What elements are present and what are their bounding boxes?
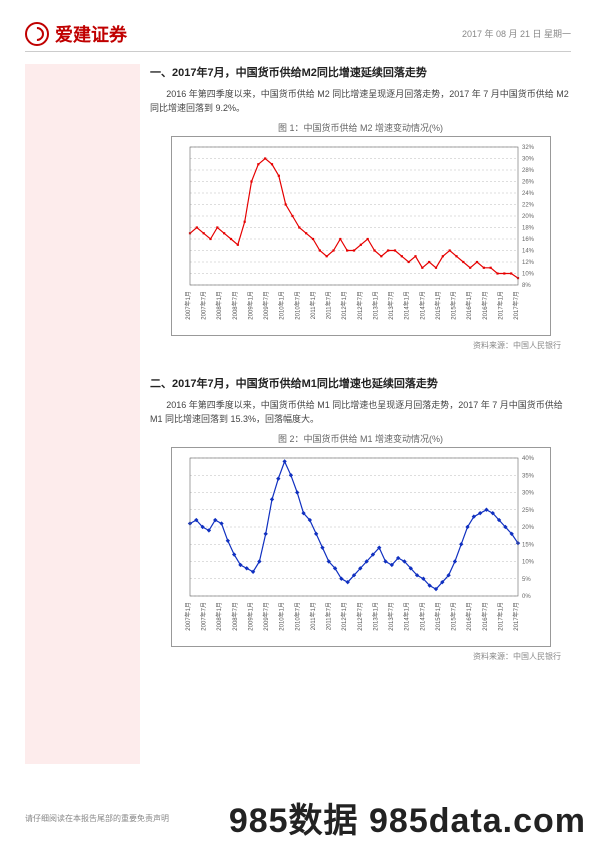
brand-logo: 爱建证券 [25,21,127,47]
svg-text:0%: 0% [522,594,531,600]
svg-text:10%: 10% [522,272,535,278]
svg-text:2010年1月: 2010年1月 [277,602,285,631]
svg-text:32%: 32% [522,145,535,151]
svg-text:15%: 15% [522,542,535,548]
svg-text:2010年7月: 2010年7月 [293,291,301,320]
svg-text:2009年7月: 2009年7月 [262,291,270,320]
svg-text:2016年1月: 2016年1月 [465,291,473,320]
svg-text:2012年1月: 2012年1月 [340,291,348,320]
svg-text:24%: 24% [522,191,535,197]
section-1: 一、2017年7月，中国货币供给M2同比增速延续回落走势 2016 年第四季度以… [150,64,571,351]
svg-text:2011年1月: 2011年1月 [308,602,316,630]
section-1-body: 2016 年第四季度以来，中国货币供给 M2 同比增速呈现逐月回落走势，2017… [150,88,571,115]
chart-m1: 0% 5% 10% 15% 20% 25% 30% 35% 40% 2007年1月 2007年7月 2… [171,447,551,647]
main-content: 一、2017年7月，中国货币供给M2同比增速延续回落走势 2016 年第四季度以… [150,64,571,686]
svg-text:2012年1月: 2012年1月 [340,602,348,631]
svg-text:2014年1月: 2014年1月 [402,602,410,631]
svg-text:30%: 30% [522,491,535,497]
chart-m2-svg: 8% 10% 12% 14% 16% 18% 20% 22% 24% 26% 28% 30% 32% 20… [172,137,552,337]
svg-text:2011年7月: 2011年7月 [324,602,332,630]
svg-text:12%: 12% [522,260,535,266]
svg-text:25%: 25% [522,508,535,514]
chart-m1-svg: 0% 5% 10% 15% 20% 25% 30% 35% 40% 2007年1月 2007年7月 2… [172,448,552,648]
svg-text:2015年1月: 2015年1月 [433,602,441,631]
svg-text:2015年1月: 2015年1月 [433,291,441,320]
svg-text:2007年7月: 2007年7月 [199,291,207,320]
chart-m2: 8% 10% 12% 14% 16% 18% 20% 22% 24% 26% 28% 30% 32% 20… [171,136,551,336]
section-2: 二、2017年7月，中国货币供给M1同比增速也延续回落走势 2016 年第四季度… [150,375,571,662]
svg-text:2011年7月: 2011年7月 [324,291,332,319]
figure-2-title: 图 2：中国货币供给 M1 增速变动情况(%) [150,432,571,445]
footer-disclaimer: 请仔细阅读在本报告尾部的重要免责声明 [25,813,169,824]
page-header: 爱建证券 2017 年 08 月 21 日 星期一 [25,20,571,52]
brand-name: 爱建证券 [55,21,127,47]
svg-text:2013年1月: 2013年1月 [371,291,379,320]
svg-text:2017年1月: 2017年1月 [496,602,504,631]
svg-text:20%: 20% [522,525,535,531]
svg-text:2013年7月: 2013年7月 [387,602,395,631]
svg-text:26%: 26% [522,180,535,186]
svg-text:20%: 20% [522,214,535,220]
svg-text:2008年7月: 2008年7月 [230,602,238,631]
svg-text:22%: 22% [522,203,535,209]
svg-text:16%: 16% [522,237,535,243]
svg-text:2017年7月: 2017年7月 [512,602,520,631]
svg-text:30%: 30% [522,157,535,163]
left-sidebar-strip [25,64,140,764]
svg-text:2015年7月: 2015年7月 [449,291,457,320]
svg-text:2010年7月: 2010年7月 [293,602,301,631]
figure-2-source: 资料来源：中国人民银行 [150,651,571,662]
svg-text:2009年7月: 2009年7月 [262,602,270,631]
svg-text:10%: 10% [522,560,535,566]
svg-text:2012年7月: 2012年7月 [355,291,363,320]
section-2-body: 2016 年第四季度以来，中国货币供给 M1 同比增速也呈现逐月回落走势，201… [150,399,571,426]
svg-text:2012年7月: 2012年7月 [355,602,363,631]
svg-text:28%: 28% [522,168,535,174]
svg-text:2010年1月: 2010年1月 [277,291,285,320]
svg-text:2016年7月: 2016年7月 [480,602,488,631]
svg-text:35%: 35% [522,473,535,479]
svg-text:2009年1月: 2009年1月 [246,602,254,631]
svg-text:2008年1月: 2008年1月 [215,291,223,320]
svg-text:2014年1月: 2014年1月 [402,291,410,320]
figure-1-source: 资料来源：中国人民银行 [150,340,571,351]
svg-text:2013年7月: 2013年7月 [387,291,395,320]
svg-text:2015年7月: 2015年7月 [449,602,457,631]
svg-text:40%: 40% [522,456,535,462]
svg-text:2008年1月: 2008年1月 [215,602,223,631]
svg-text:2016年7月: 2016年7月 [480,291,488,320]
svg-text:8%: 8% [522,283,531,289]
svg-text:2007年1月: 2007年1月 [184,602,192,631]
section-1-title: 一、2017年7月，中国货币供给M2同比增速延续回落走势 [150,64,571,80]
svg-text:2007年1月: 2007年1月 [184,291,192,320]
figure-1-title: 图 1：中国货币供给 M2 增速变动情况(%) [150,121,571,134]
svg-text:2017年1月: 2017年1月 [496,291,504,320]
logo-icon [25,22,49,46]
svg-text:2013年1月: 2013年1月 [371,602,379,631]
svg-text:2008年7月: 2008年7月 [230,291,238,320]
svg-text:2016年1月: 2016年1月 [465,602,473,631]
svg-text:2014年7月: 2014年7月 [418,291,426,320]
svg-text:14%: 14% [522,249,535,255]
svg-text:5%: 5% [522,577,531,583]
svg-text:2017年7月: 2017年7月 [512,291,520,320]
section-2-title: 二、2017年7月，中国货币供给M1同比增速也延续回落走势 [150,375,571,391]
svg-text:2007年7月: 2007年7月 [199,602,207,631]
header-date: 2017 年 08 月 21 日 星期一 [462,27,571,40]
svg-text:2011年1月: 2011年1月 [308,291,316,319]
svg-text:18%: 18% [522,226,535,232]
svg-text:2014年7月: 2014年7月 [418,602,426,631]
svg-text:2009年1月: 2009年1月 [246,291,254,320]
watermark: 985数据 985data.com [229,793,586,842]
